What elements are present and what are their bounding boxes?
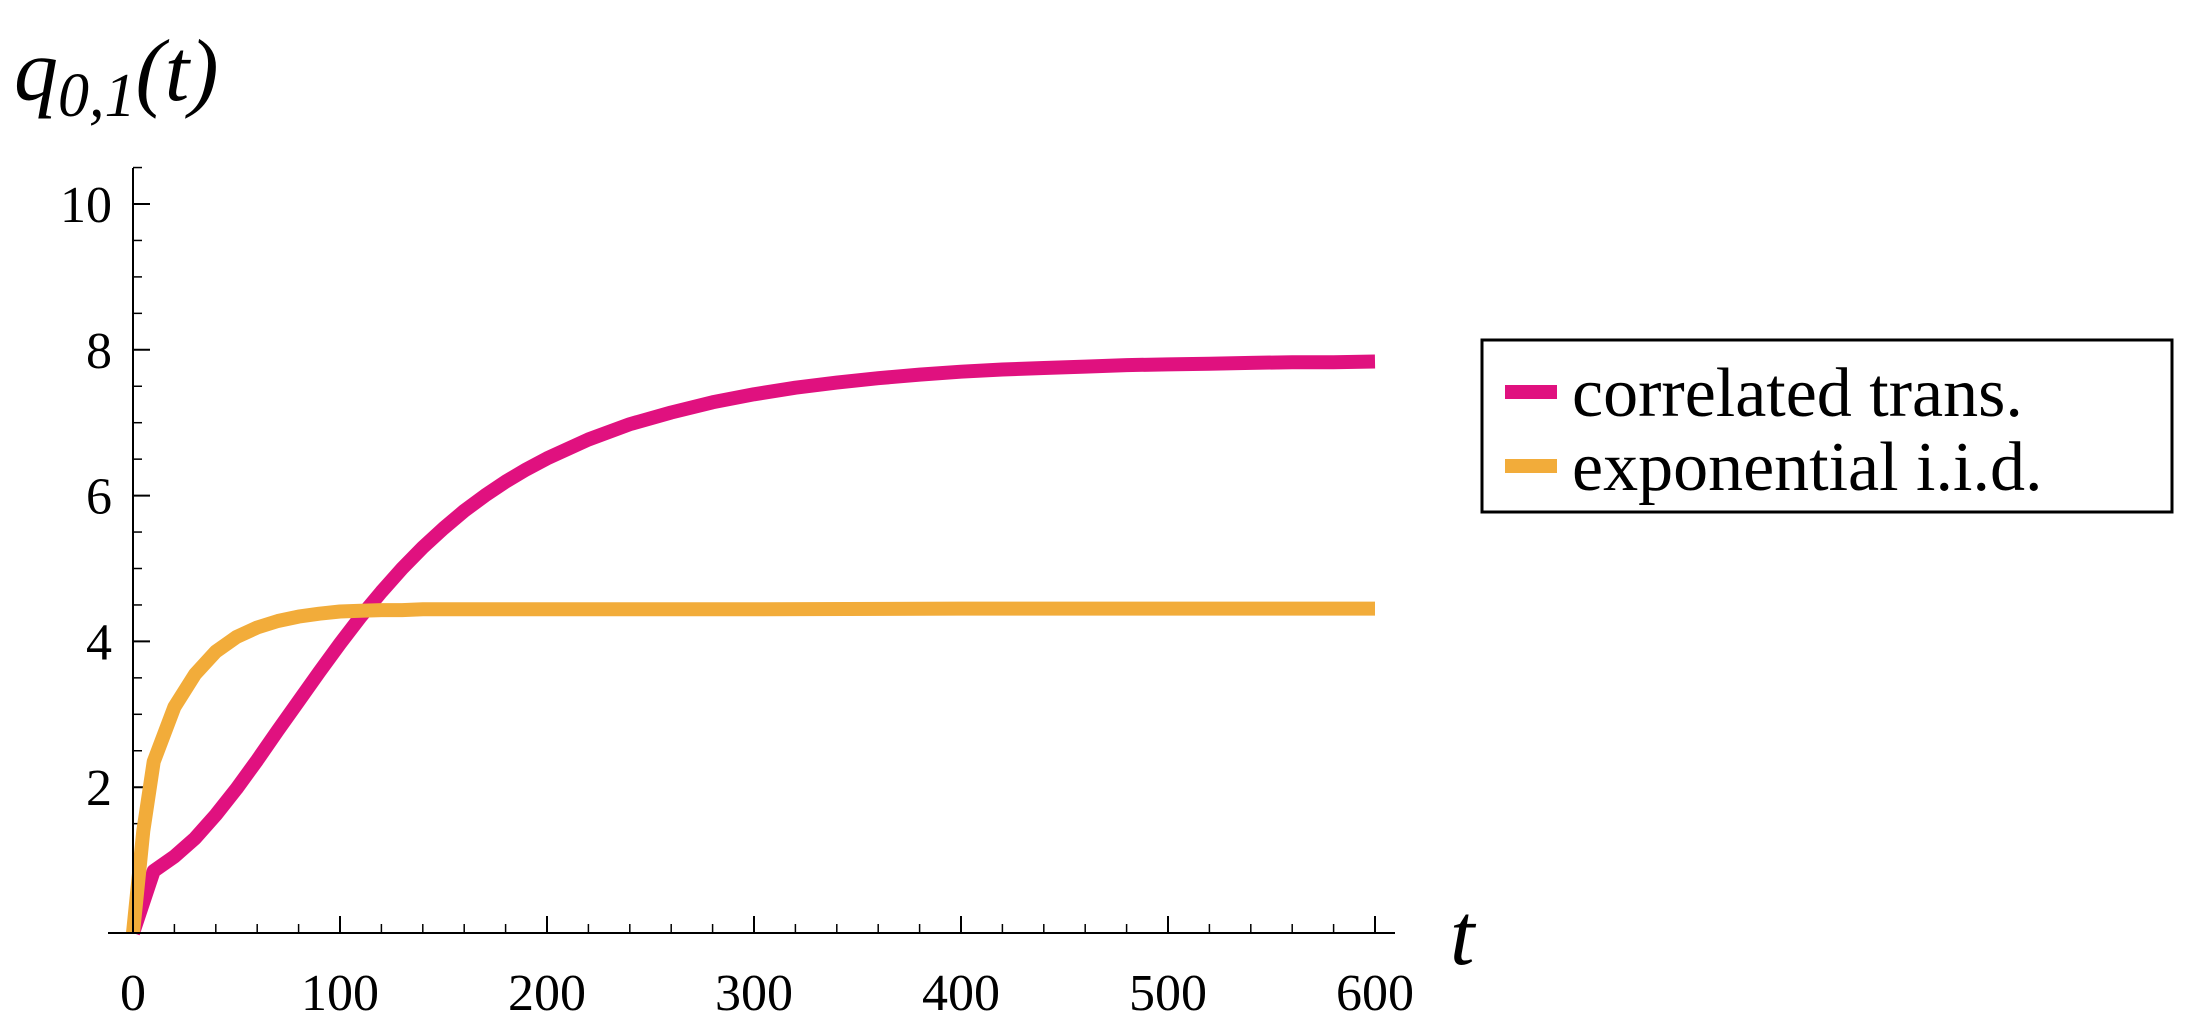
x-axis-title: t bbox=[1450, 887, 1477, 984]
x-tick-label: 100 bbox=[301, 965, 379, 1022]
minor-ticks bbox=[133, 166, 1335, 933]
legend-box bbox=[1480, 338, 2174, 514]
x-tick-label: 500 bbox=[1129, 965, 1207, 1022]
x-tick-label: 600 bbox=[1336, 965, 1414, 1022]
y-axis-title-base: q bbox=[14, 23, 58, 120]
series-line-exponential bbox=[126, 601, 1375, 934]
major-ticks bbox=[132, 203, 1376, 933]
y-axis-title: q0,1(t) bbox=[14, 23, 219, 130]
tick-labels: 0 100 200 300 400 500 600 2 4 6 8 10 bbox=[60, 177, 1414, 1022]
svg-text:q0,1(t): q0,1(t) bbox=[14, 23, 219, 130]
y-tick-label: 4 bbox=[86, 614, 112, 671]
x-tick-label: 300 bbox=[715, 965, 793, 1022]
y-tick-label: 6 bbox=[86, 469, 112, 526]
x-tick-label: 200 bbox=[508, 965, 586, 1022]
legend: correlated trans. exponential i.i.d. bbox=[1480, 338, 2174, 514]
legend-label-exponential: exponential i.i.d. bbox=[1572, 429, 2042, 506]
series-line-correlated bbox=[126, 354, 1376, 936]
y-tick-label: 2 bbox=[86, 760, 112, 817]
y-tick-label: 8 bbox=[86, 323, 112, 380]
y-axis-title-subscript: 0,1 bbox=[58, 62, 136, 130]
legend-label-correlated: correlated trans. bbox=[1572, 355, 2023, 432]
y-axis-title-argument: (t) bbox=[136, 23, 219, 120]
y-tick-label: 10 bbox=[60, 177, 112, 234]
series-lines bbox=[126, 354, 1376, 936]
x-tick-label: 400 bbox=[922, 965, 1000, 1022]
x-tick-label: 0 bbox=[120, 965, 146, 1022]
